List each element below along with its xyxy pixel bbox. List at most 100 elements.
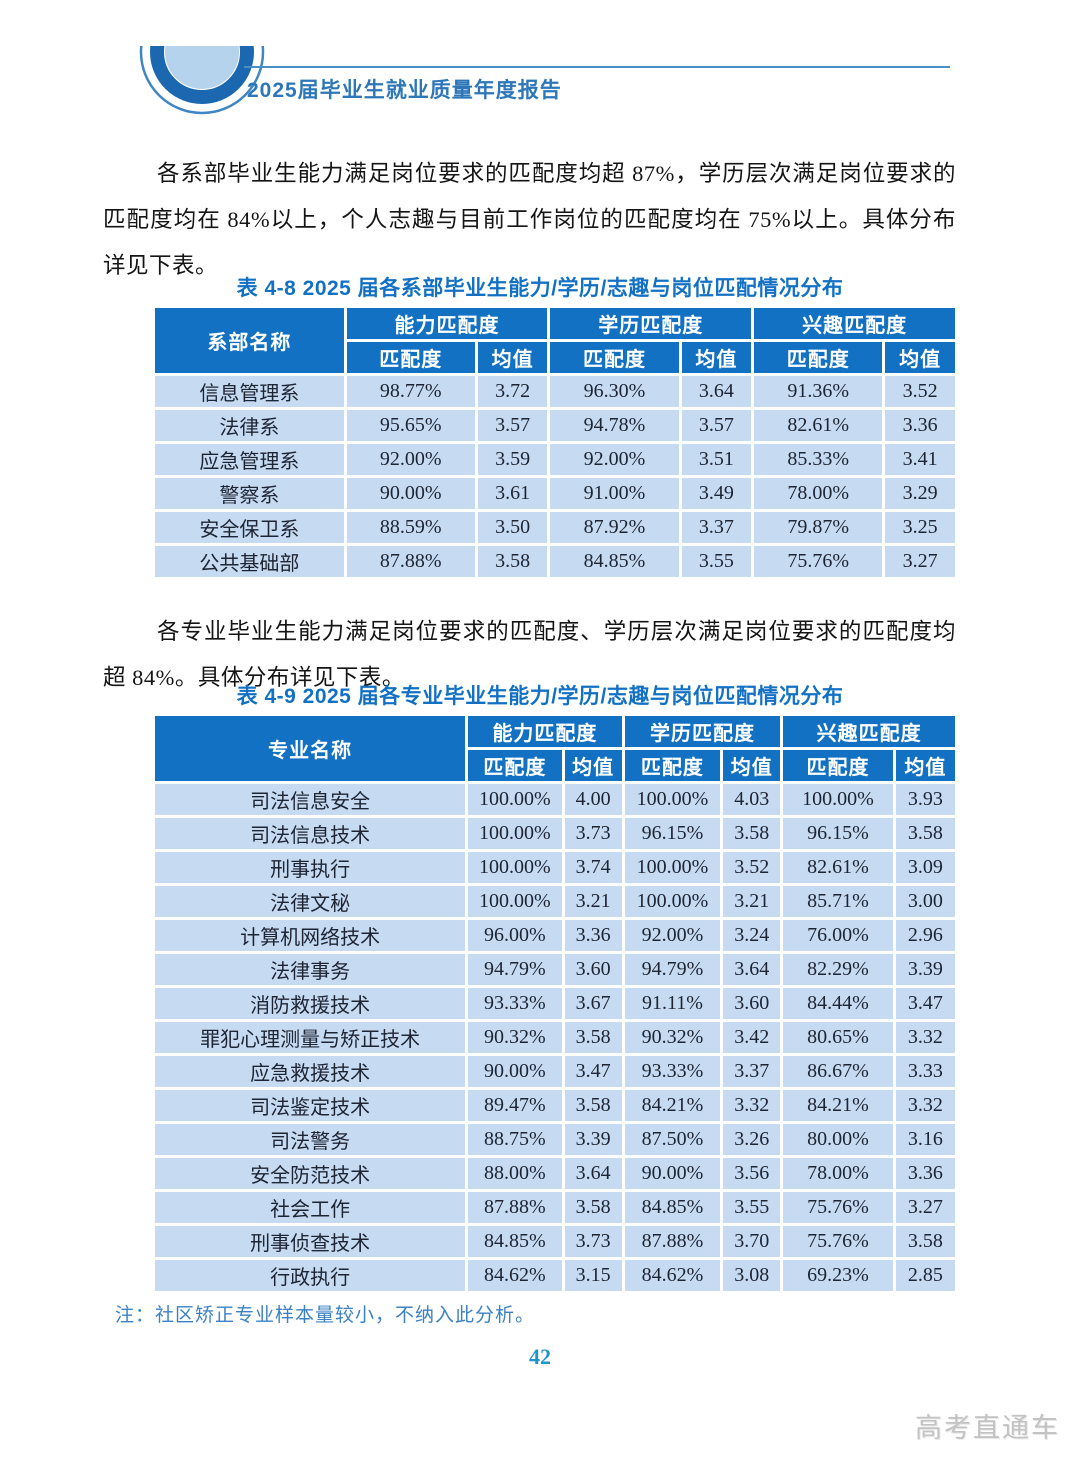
table-row: 司法警务 88.75% 3.39 87.50% 3.26 80.00% 3.16: [151, 1121, 959, 1158]
page-number: 42: [529, 1344, 551, 1369]
value-cell: 69.23%: [780, 1257, 896, 1294]
value-cell: 88.00%: [465, 1155, 565, 1192]
value-cell: 3.58: [892, 1223, 959, 1260]
table-row: 应急救援技术 90.00% 3.47 93.33% 3.37 86.67% 3.33: [151, 1053, 959, 1090]
value-cell: 2.96: [892, 917, 959, 954]
table-row: 应急管理系 92.00% 3.59 92.00% 3.51 85.33% 3.41: [152, 441, 958, 478]
value-cell: 3.55: [678, 543, 755, 580]
value-cell: 3.39: [561, 1121, 625, 1158]
value-cell: 3.39: [892, 951, 959, 988]
table-row: 警察系 90.00% 3.61 91.00% 3.49 78.00% 3.29: [152, 475, 958, 512]
value-cell: 3.41: [882, 441, 958, 478]
value-cell: 3.55: [720, 1189, 784, 1226]
value-cell: 3.57: [678, 407, 755, 444]
value-cell: 90.00%: [343, 475, 478, 512]
value-cell: 84.21%: [780, 1087, 896, 1124]
value-cell: 100.00%: [465, 781, 565, 818]
value-cell: 96.15%: [780, 815, 896, 852]
subheader-mean: 均值: [892, 747, 959, 784]
value-cell: 3.25: [882, 509, 958, 546]
major-match-table: 专业名称 能力匹配度 学历匹配度 兴趣匹配度 匹配度 均值 匹配度 均值 匹配度…: [151, 713, 959, 1294]
value-cell: 80.65%: [780, 1019, 896, 1056]
col-header-ability-match: 能力匹配度: [343, 305, 551, 342]
row-label: 公共基础部: [152, 543, 347, 580]
value-cell: 87.92%: [547, 509, 682, 546]
subheader-match-rate: 匹配度: [343, 339, 478, 376]
value-cell: 2.85: [892, 1257, 959, 1294]
value-cell: 92.00%: [547, 441, 682, 478]
value-cell: 3.58: [474, 543, 551, 580]
row-label: 法律文秘: [151, 883, 469, 920]
value-cell: 3.33: [892, 1053, 959, 1090]
table2-head: 专业名称 能力匹配度 学历匹配度 兴趣匹配度 匹配度 均值 匹配度 均值 匹配度…: [151, 713, 959, 784]
value-cell: 3.21: [720, 883, 784, 920]
row-label: 计算机网络技术: [151, 917, 469, 954]
value-cell: 87.50%: [621, 1121, 724, 1158]
value-cell: 3.29: [882, 475, 958, 512]
value-cell: 3.37: [720, 1053, 784, 1090]
value-cell: 87.88%: [465, 1189, 565, 1226]
value-cell: 3.52: [720, 849, 784, 886]
value-cell: 84.44%: [780, 985, 896, 1022]
value-cell: 84.21%: [621, 1087, 724, 1124]
table-row: 司法信息安全 100.00% 4.00 100.00% 4.03 100.00% 3.93: [151, 781, 959, 818]
value-cell: 90.32%: [621, 1019, 724, 1056]
value-cell: 94.79%: [465, 951, 565, 988]
value-cell: 3.64: [678, 373, 755, 410]
value-cell: 87.88%: [343, 543, 478, 580]
value-cell: 3.08: [720, 1257, 784, 1294]
value-cell: 92.00%: [621, 917, 724, 954]
value-cell: 90.00%: [621, 1155, 724, 1192]
table-row: 法律系 95.65% 3.57 94.78% 3.57 82.61% 3.36: [152, 407, 958, 444]
value-cell: 4.00: [561, 781, 625, 818]
row-label: 应急救援技术: [151, 1053, 469, 1090]
value-cell: 3.57: [474, 407, 551, 444]
subheader-match-rate: 匹配度: [780, 747, 896, 784]
value-cell: 3.21: [561, 883, 625, 920]
row-label: 应急管理系: [152, 441, 347, 478]
value-cell: 3.56: [720, 1155, 784, 1192]
value-cell: 100.00%: [465, 883, 565, 920]
value-cell: 3.59: [474, 441, 551, 478]
value-cell: 84.85%: [465, 1223, 565, 1260]
value-cell: 3.36: [882, 407, 958, 444]
value-cell: 3.58: [720, 815, 784, 852]
row-label: 信息管理系: [152, 373, 347, 410]
table1-body: 信息管理系 98.77% 3.72 96.30% 3.64 91.36% 3.52 法律系 95…: [152, 373, 958, 580]
value-cell: 94.79%: [621, 951, 724, 988]
value-cell: 3.70: [720, 1223, 784, 1260]
value-cell: 3.58: [892, 815, 959, 852]
value-cell: 3.49: [678, 475, 755, 512]
value-cell: 100.00%: [780, 781, 896, 818]
header-rule: [244, 66, 950, 68]
value-cell: 3.74: [561, 849, 625, 886]
col-header-education-match: 学历匹配度: [547, 305, 755, 342]
value-cell: 96.30%: [547, 373, 682, 410]
value-cell: 3.52: [882, 373, 958, 410]
value-cell: 100.00%: [621, 781, 724, 818]
paragraph-major-summary: 各专业毕业生能力满足岗位要求的匹配度、学历层次满足岗位要求的匹配度均超 84%。…: [103, 618, 956, 690]
value-cell: 3.27: [892, 1189, 959, 1226]
table-row: 行政执行 84.62% 3.15 84.62% 3.08 69.23% 2.85: [151, 1257, 959, 1294]
value-cell: 3.50: [474, 509, 551, 546]
table1-caption: 表 4-8 2025 届各系部毕业生能力/学历/志趣与岗位匹配情况分布: [236, 277, 844, 300]
table2-caption: 表 4-9 2025 届各专业毕业生能力/学历/志趣与岗位匹配情况分布: [236, 685, 844, 708]
value-cell: 86.67%: [780, 1053, 896, 1090]
table2-body: 司法信息安全 100.00% 4.00 100.00% 4.03 100.00% 3.93 司…: [151, 781, 959, 1294]
value-cell: 100.00%: [465, 815, 565, 852]
value-cell: 3.47: [561, 1053, 625, 1090]
value-cell: 100.00%: [621, 849, 724, 886]
value-cell: 100.00%: [465, 849, 565, 886]
table-row: 刑事执行 100.00% 3.74 100.00% 3.52 82.61% 3.09: [151, 849, 959, 886]
table1-head: 系部名称 能力匹配度 学历匹配度 兴趣匹配度 匹配度 均值 匹配度 均值 匹配度…: [152, 305, 958, 376]
value-cell: 3.51: [678, 441, 755, 478]
value-cell: 98.77%: [343, 373, 478, 410]
value-cell: 84.85%: [621, 1189, 724, 1226]
subheader-mean: 均值: [678, 339, 755, 376]
value-cell: 3.32: [892, 1019, 959, 1056]
value-cell: 3.58: [561, 1087, 625, 1124]
table-row: 信息管理系 98.77% 3.72 96.30% 3.64 91.36% 3.52: [152, 373, 958, 410]
value-cell: 96.15%: [621, 815, 724, 852]
table-row: 法律文秘 100.00% 3.21 100.00% 3.21 85.71% 3.00: [151, 883, 959, 920]
row-label: 法律事务: [151, 951, 469, 988]
